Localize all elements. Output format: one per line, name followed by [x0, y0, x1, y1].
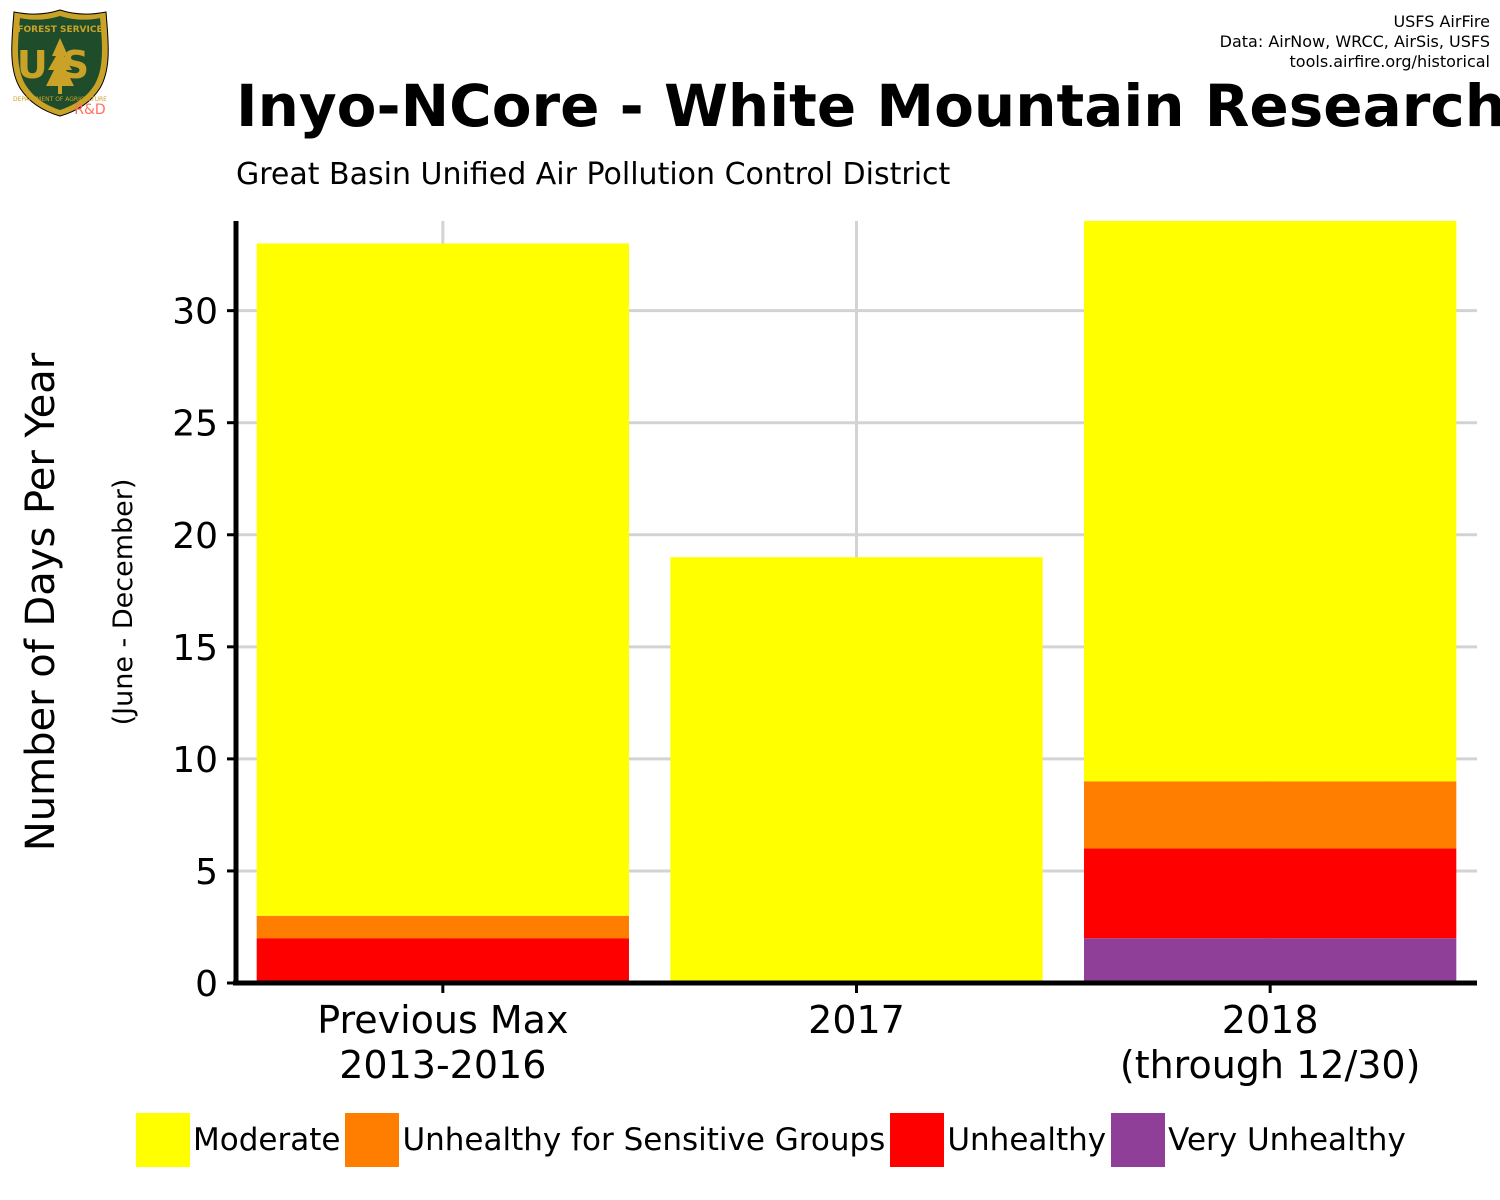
bar-segment: [1084, 781, 1457, 849]
legend-item: Moderate: [136, 1113, 340, 1167]
y-tick-label: 20: [172, 516, 218, 557]
legend-swatch: [345, 1113, 400, 1167]
y-tick-label: 5: [195, 852, 218, 893]
credits: USFS AirFire Data: AirNow, WRCC, AirSis,…: [1220, 12, 1490, 72]
bar-segment: [1084, 848, 1457, 939]
legend-item: Very Unhealthy: [1111, 1113, 1406, 1167]
legend-swatch: [136, 1113, 190, 1167]
chart-title: Inyo-NCore - White Mountain Research: [236, 72, 1500, 140]
bar-segment: [256, 915, 629, 939]
y-tick-label: 15: [172, 628, 218, 669]
x-tick-label: (through 12/30): [1120, 1043, 1421, 1087]
legend-label: Unhealthy: [947, 1122, 1107, 1158]
x-tick-label: 2017: [808, 998, 905, 1042]
legend-label: Unhealthy for Sensitive Groups: [402, 1122, 886, 1158]
usfs-shield-logo: FOREST SERVICE US DEPARTMENT OF AGRICULT…: [11, 9, 109, 118]
legend-label: Very Unhealthy: [1168, 1122, 1406, 1158]
legend-swatch: [1111, 1113, 1166, 1167]
y-tick-label: 30: [172, 292, 218, 333]
credit-line: USFS AirFire: [1393, 12, 1490, 31]
bar-segment: [1084, 938, 1457, 983]
y-tick-label: 10: [172, 740, 218, 781]
chart-subtitle: Great Basin Unified Air Pollution Contro…: [236, 157, 951, 192]
x-tick-label: 2018: [1222, 998, 1319, 1042]
legend: Moderate Unhealthy for Sensitive Groups Un…: [136, 1112, 1411, 1168]
logo-badge-text: R&D: [74, 102, 105, 118]
y-axis-sublabel: (June - December): [108, 479, 139, 726]
x-tick-label: 2013-2016: [339, 1043, 546, 1087]
bar-segment: [670, 557, 1043, 983]
logo-bottom-text: DEPARTMENT OF AGRICULTURE: [13, 96, 107, 103]
legend-item: Unhealthy: [890, 1113, 1106, 1167]
bar-segment: [1084, 221, 1457, 782]
legend-label: Moderate: [193, 1122, 341, 1158]
y-axis-label: Number of Days Per Year: [18, 352, 64, 851]
x-tick-label: Previous Max: [317, 998, 568, 1042]
y-ticks: 0 5 10 15 20 25 30: [172, 292, 236, 1005]
bar-segment: [256, 938, 629, 983]
bar-segment: [256, 243, 629, 916]
bars: [256, 221, 1457, 983]
y-tick-label: 0: [195, 964, 218, 1005]
tree-icon: [46, 38, 74, 86]
legend-swatch: [890, 1113, 945, 1167]
credit-line: tools.airfire.org/historical: [1289, 52, 1490, 71]
legend-item: Unhealthy for Sensitive Groups: [345, 1113, 885, 1167]
y-tick-label: 25: [172, 404, 218, 445]
credit-line: Data: AirNow, WRCC, AirSis, USFS: [1219, 32, 1490, 51]
logo-top-text: FOREST SERVICE: [17, 25, 102, 35]
